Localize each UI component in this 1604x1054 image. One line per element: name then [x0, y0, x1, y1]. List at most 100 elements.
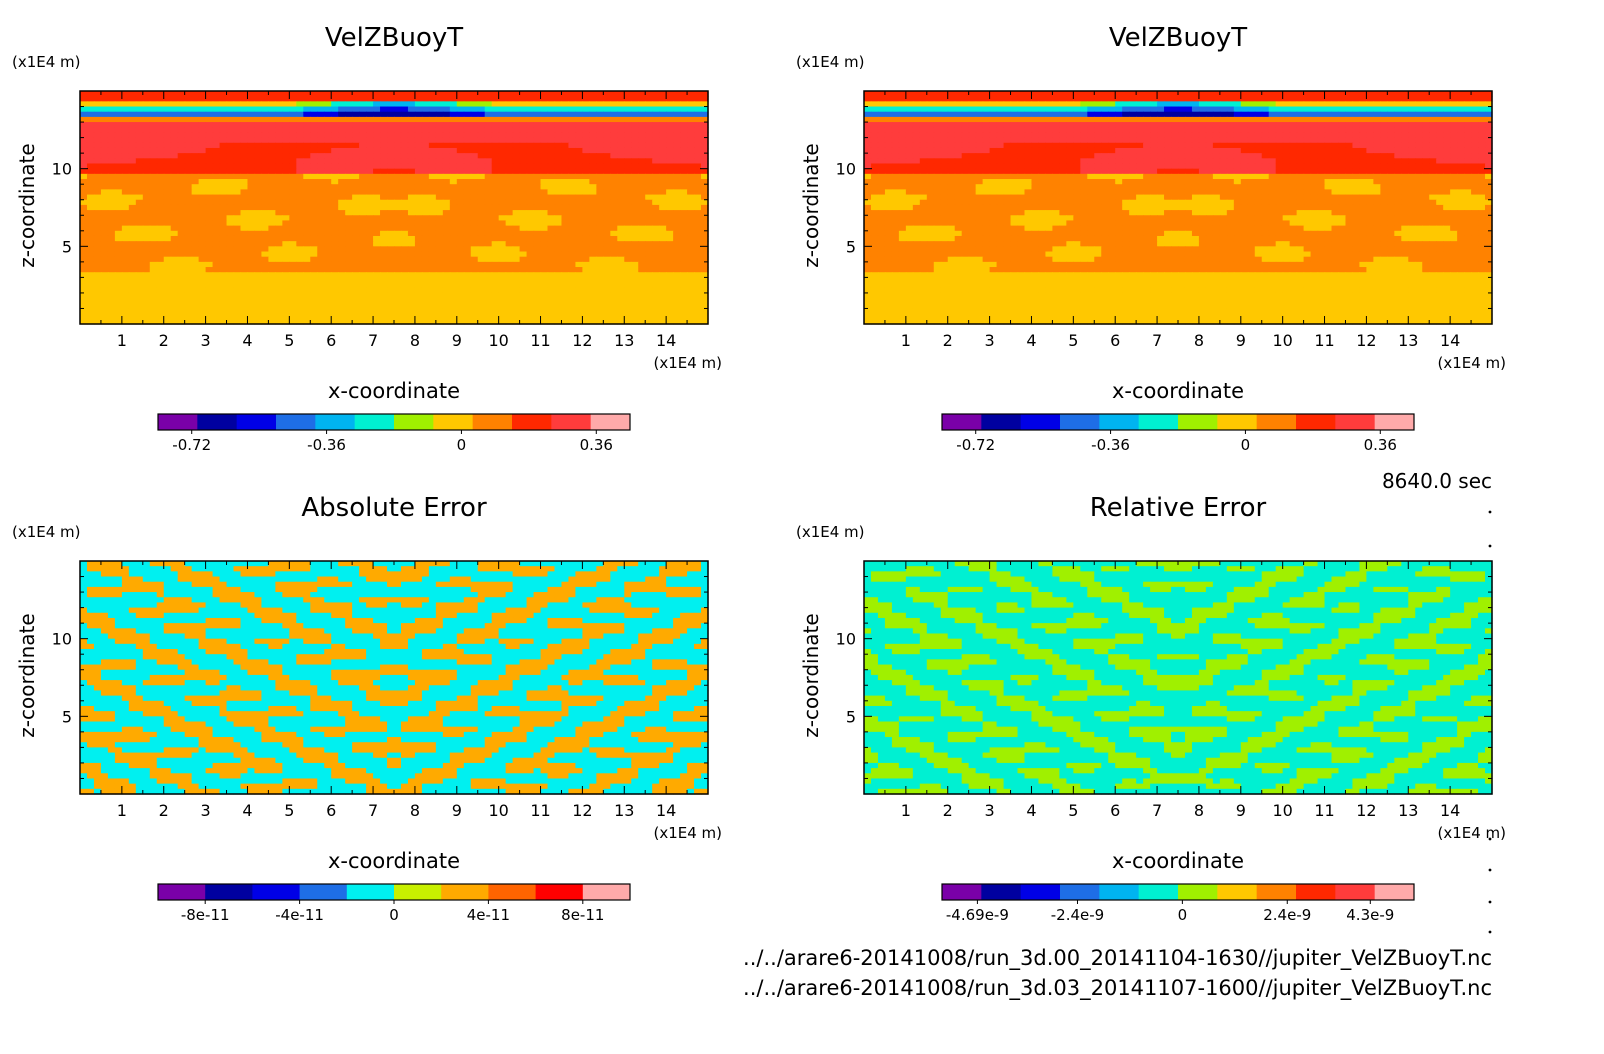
- heatmap-cell: [156, 153, 165, 159]
- heatmap-cell: [547, 303, 556, 310]
- heatmap-cell: [582, 153, 590, 159]
- heatmap-cell: [212, 142, 221, 149]
- heatmap-cell: [582, 256, 590, 263]
- heatmap-cell: [100, 282, 109, 289]
- heatmap-cell: [456, 246, 465, 253]
- heatmap-cell: [149, 241, 158, 247]
- heatmap-cell: [240, 147, 249, 154]
- heatmap-cell: [1282, 127, 1291, 134]
- heatmap-cell: [638, 194, 646, 201]
- heatmap-cell: [177, 235, 186, 242]
- heatmap-cell: [121, 220, 130, 227]
- heatmap-cell: [694, 184, 702, 190]
- heatmap-cell: [289, 251, 297, 258]
- heatmap-cell: [568, 298, 577, 304]
- heatmap-cell: [1268, 91, 1277, 97]
- heatmap-cell: [1275, 91, 1284, 97]
- colorbar-tick-label: -0.72: [172, 436, 211, 454]
- heatmap-cell: [212, 303, 221, 310]
- heatmap-cell: [540, 147, 549, 154]
- heatmap-cell: [596, 158, 604, 165]
- heatmap-cell: [254, 272, 263, 278]
- heatmap-cell: [261, 230, 269, 237]
- heatmap-cell: [80, 272, 88, 278]
- heatmap-cell: [247, 251, 256, 258]
- heatmap-cell: [107, 210, 116, 216]
- heatmap-cell: [1031, 132, 1040, 139]
- heatmap-cell: [268, 168, 276, 175]
- heatmap-cell: [1003, 127, 1012, 134]
- heatmap-cell: [247, 256, 256, 263]
- heatmap-cell: [421, 199, 430, 206]
- heatmap-cell: [1457, 122, 1465, 128]
- heatmap-cell: [575, 287, 583, 294]
- heatmap-cell: [331, 111, 339, 118]
- heatmap-cell: [1387, 91, 1395, 97]
- heatmap-cell: [219, 101, 228, 108]
- heatmap-cell: [407, 298, 416, 304]
- heatmap-cell: [317, 303, 325, 310]
- heatmap-cell: [1003, 101, 1012, 108]
- heatmap-cell: [303, 106, 311, 113]
- heatmap-cell: [212, 261, 221, 268]
- heatmap-cell: [603, 246, 611, 253]
- heatmap-cell: [149, 256, 158, 263]
- heatmap-cell: [442, 111, 451, 118]
- heatmap-cell: [380, 272, 388, 278]
- heatmap-cell: [547, 132, 556, 139]
- heatmap-cell: [212, 267, 221, 273]
- heatmap-cell: [247, 189, 256, 196]
- heatmap-cell: [359, 168, 367, 175]
- heatmap-cell: [659, 204, 667, 211]
- heatmap-cell: [345, 137, 353, 144]
- heatmap-cell: [373, 179, 381, 185]
- heatmap-cell: [519, 168, 528, 175]
- heatmap-cell: [247, 153, 256, 159]
- heatmap-cell: [121, 163, 130, 170]
- heatmap-cell: [233, 220, 242, 227]
- heatmap-cell: [954, 122, 963, 128]
- heatmap-cell: [1087, 116, 1095, 123]
- heatmap-cell: [631, 246, 639, 253]
- heatmap-cell: [631, 313, 639, 320]
- heatmap-cell: [421, 298, 430, 304]
- heatmap-cell: [512, 287, 521, 294]
- heatmap-cell: [191, 225, 200, 232]
- heatmap-cell: [631, 158, 639, 165]
- heatmap-cell: [1457, 101, 1465, 108]
- heatmap-cell: [652, 132, 660, 139]
- heatmap-cell: [1122, 106, 1130, 113]
- heatmap-cell: [219, 235, 228, 242]
- heatmap-cell: [114, 287, 123, 294]
- heatmap-cell: [561, 106, 570, 113]
- heatmap-cell: [638, 158, 646, 165]
- heatmap-cell: [268, 235, 276, 242]
- heatmap-cell: [638, 147, 646, 154]
- heatmap-cell: [421, 246, 430, 253]
- heatmap-cell: [1171, 101, 1179, 108]
- heatmap-cell: [701, 318, 709, 325]
- heatmap-cell: [170, 127, 179, 134]
- heatmap-cell: [156, 303, 165, 310]
- heatmap-cell: [331, 127, 339, 134]
- heatmap-cell: [414, 246, 423, 253]
- heatmap-cell: [303, 158, 311, 165]
- heatmap-cell: [100, 168, 109, 175]
- heatmap-cell: [324, 230, 332, 237]
- heatmap-cell: [449, 111, 458, 118]
- heatmap-cell: [268, 251, 276, 258]
- heatmap-cell: [505, 127, 514, 134]
- heatmap-cell: [1436, 106, 1444, 113]
- heatmap-cell: [380, 168, 388, 175]
- heatmap-cell: [526, 210, 535, 216]
- heatmap-cell: [652, 292, 660, 299]
- heatmap-cell: [275, 261, 283, 268]
- heatmap-cell: [149, 210, 158, 216]
- heatmap-cell: [526, 313, 535, 320]
- heatmap-cell: [93, 282, 102, 289]
- heatmap-cell: [86, 184, 95, 190]
- heatmap-cell: [86, 318, 95, 325]
- heatmap-cell: [1282, 106, 1291, 113]
- heatmap-cell: [568, 132, 577, 139]
- heatmap-cell: [303, 132, 311, 139]
